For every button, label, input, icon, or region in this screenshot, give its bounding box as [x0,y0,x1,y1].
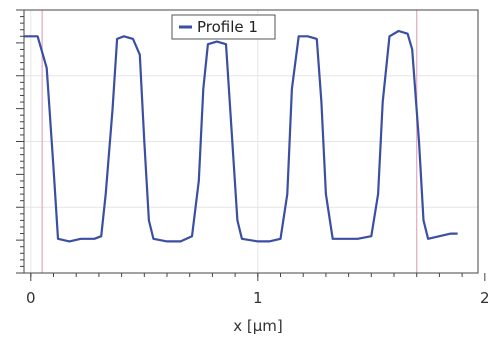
x-tick-label-1: 1 [253,289,263,307]
axes: 0 1 2 [16,9,490,307]
x-axis-label: x [µm] [233,317,283,335]
legend: Profile 1 [171,14,276,40]
x-tick-label-2: 2 [480,289,490,307]
series-line-0 [24,29,458,243]
grid [24,10,478,273]
legend-label-0: Profile 1 [197,18,258,36]
x-tick-label-0: 0 [26,289,36,307]
series [24,29,458,243]
